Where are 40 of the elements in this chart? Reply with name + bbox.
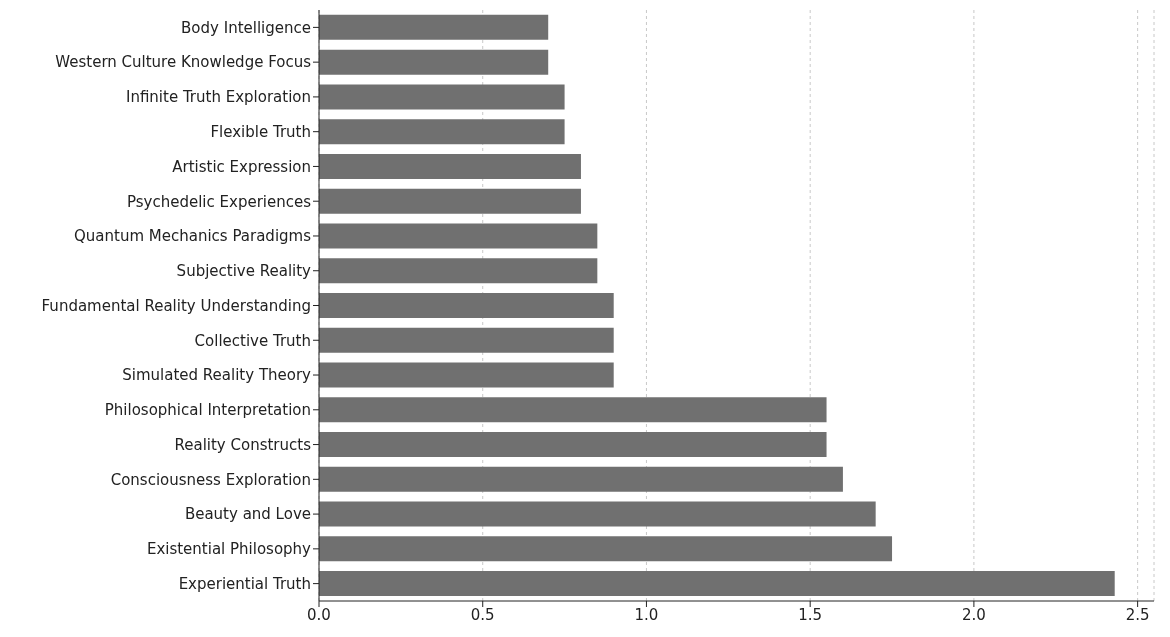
y-tick-label: Quantum Mechanics Paradigms (74, 227, 312, 246)
bar (319, 536, 893, 562)
bar (319, 362, 614, 388)
y-tick-label: Subjective Reality (176, 262, 312, 281)
bar (319, 49, 549, 75)
y-tick-label: Collective Truth (194, 331, 311, 350)
x-tick-label: 0.5 (470, 605, 495, 624)
y-tick-label: Consciousness Exploration (110, 470, 311, 489)
y-tick-label: Philosophical Interpretation (104, 401, 311, 420)
y-tick-label: Flexible Truth (210, 123, 311, 141)
bar (319, 14, 549, 40)
y-tick-label: Fundamental Reality Understanding (41, 296, 311, 315)
bar (319, 327, 614, 353)
bar (319, 466, 843, 492)
y-tick-label: Artistic Expression (172, 157, 311, 176)
x-tick-label: 0.0 (307, 605, 331, 624)
bar (319, 501, 876, 527)
bar (319, 397, 827, 423)
bar (319, 258, 598, 284)
x-tick-label: 1.5 (798, 605, 823, 624)
bar (319, 571, 1115, 597)
x-tick-label: 1.0 (634, 605, 659, 624)
x-tick-label: 2.5 (1125, 605, 1150, 624)
y-tick-label: Simulated Reality Theory (122, 366, 312, 385)
bar (319, 432, 827, 458)
y-tick-label: Psychedelic Experiences (126, 192, 312, 211)
y-tick-label: Experiential Truth (178, 574, 311, 593)
bar (319, 84, 565, 110)
bar (319, 119, 565, 145)
y-tick-label: Reality Constructs (174, 435, 312, 454)
x-tick-label: 2.0 (961, 605, 986, 624)
y-tick-label: Infinite Truth Exploration (125, 88, 311, 107)
y-tick-label: Beauty and Love (184, 505, 311, 524)
bar (319, 223, 598, 249)
bar (319, 188, 581, 214)
y-tick-label: Body Intelligence (181, 18, 311, 37)
bar (319, 292, 614, 318)
y-tick-label: Existential Philosophy (146, 540, 312, 559)
bar (319, 153, 581, 179)
y-tick-label: Western Culture Knowledge Focus (55, 53, 312, 72)
